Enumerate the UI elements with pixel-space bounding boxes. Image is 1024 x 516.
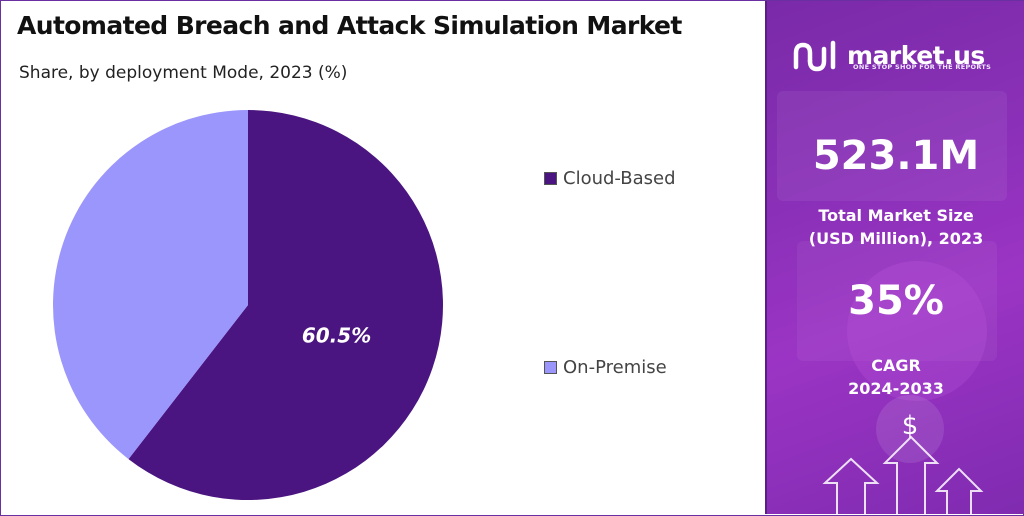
legend-swatch-cloud-based bbox=[544, 172, 557, 185]
legend-swatch-on-premise bbox=[544, 361, 557, 374]
legend-label-on-premise: On-Premise bbox=[563, 357, 667, 378]
pie-slice-on-premise bbox=[53, 110, 248, 460]
cagr-label-line1: CAGR bbox=[871, 356, 921, 375]
stats-sidebar: $ market.us ONE STOP SHOP FOR THE REPORT… bbox=[765, 1, 1024, 514]
cagr-value: 35% bbox=[848, 278, 944, 324]
pie-slice-cloud-based bbox=[128, 110, 444, 501]
brand-name: market.us bbox=[847, 40, 985, 70]
brand-logo: market.us bbox=[791, 37, 985, 73]
market-size-label-line2: (USD Million), 2023 bbox=[808, 229, 984, 248]
chart-title: Automated Breach and Attack Simulation M… bbox=[17, 11, 682, 40]
chart-panel: Automated Breach and Attack Simulation M… bbox=[1, 1, 763, 513]
legend-item-on-premise: On-Premise bbox=[544, 357, 667, 378]
dollar-icon: $ bbox=[902, 411, 919, 441]
pie-data-label-cloud-based: 60.5% bbox=[302, 323, 371, 347]
up-arrow-icon bbox=[822, 435, 984, 514]
market-size-label-line1: Total Market Size bbox=[818, 206, 974, 225]
sidebar-background-decor: $ bbox=[777, 91, 1007, 514]
brand-tagline: ONE STOP SHOP FOR THE REPORTS bbox=[853, 63, 992, 71]
pie-chart: 60.5% bbox=[53, 110, 444, 501]
cagr-label-line2: 2024-2033 bbox=[848, 379, 944, 398]
legend-label-cloud-based: Cloud-Based bbox=[563, 168, 676, 189]
legend-item-cloud-based: Cloud-Based bbox=[544, 168, 676, 189]
market-size-value: 523.1M bbox=[812, 133, 980, 179]
chart-subtitle: Share, by deployment Mode, 2023 (%) bbox=[19, 63, 348, 83]
market-us-logo-icon bbox=[793, 40, 836, 72]
